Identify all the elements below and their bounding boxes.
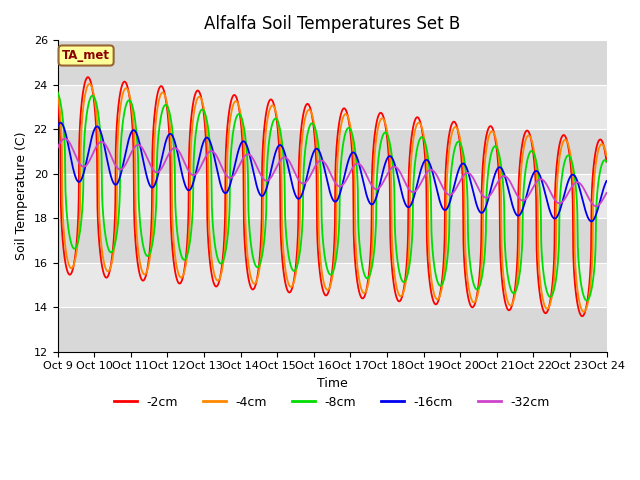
-8cm bbox=[225, 228, 232, 234]
Bar bbox=[58, 40, 607, 84]
Bar bbox=[58, 174, 607, 218]
-2cm bbox=[579, 313, 586, 319]
-2cm bbox=[119, 80, 127, 86]
-2cm bbox=[54, 95, 61, 101]
-8cm bbox=[477, 276, 485, 282]
-2cm bbox=[225, 115, 232, 120]
Line: -8cm: -8cm bbox=[58, 93, 607, 300]
Legend: -2cm, -4cm, -8cm, -16cm, -32cm: -2cm, -4cm, -8cm, -16cm, -32cm bbox=[109, 391, 555, 414]
-32cm bbox=[478, 191, 486, 197]
-8cm bbox=[54, 90, 61, 96]
Bar bbox=[58, 129, 607, 174]
-4cm bbox=[86, 81, 93, 87]
Line: -2cm: -2cm bbox=[58, 77, 607, 316]
Bar bbox=[58, 218, 607, 263]
Line: -16cm: -16cm bbox=[58, 123, 607, 221]
-2cm bbox=[478, 192, 486, 198]
Bar bbox=[58, 263, 607, 307]
-16cm bbox=[478, 210, 486, 216]
-8cm bbox=[120, 114, 127, 120]
-32cm bbox=[603, 190, 611, 196]
X-axis label: Time: Time bbox=[317, 377, 348, 390]
-32cm bbox=[61, 136, 69, 142]
-32cm bbox=[225, 175, 232, 180]
-2cm bbox=[88, 86, 96, 92]
-16cm bbox=[54, 123, 61, 129]
-16cm bbox=[588, 218, 595, 224]
-16cm bbox=[433, 187, 441, 193]
Bar bbox=[58, 0, 607, 40]
-4cm bbox=[119, 91, 127, 96]
-32cm bbox=[119, 165, 127, 171]
-32cm bbox=[120, 164, 127, 170]
Bar bbox=[58, 307, 607, 351]
-16cm bbox=[603, 178, 611, 184]
-4cm bbox=[88, 85, 96, 91]
-32cm bbox=[592, 203, 600, 209]
-8cm bbox=[583, 298, 591, 303]
-4cm bbox=[580, 309, 588, 315]
-8cm bbox=[603, 158, 611, 164]
-8cm bbox=[433, 276, 440, 282]
Line: -4cm: -4cm bbox=[58, 84, 607, 312]
-16cm bbox=[56, 120, 64, 126]
-4cm bbox=[54, 89, 61, 95]
Y-axis label: Soil Temperature (C): Soil Temperature (C) bbox=[15, 132, 28, 260]
-16cm bbox=[225, 187, 232, 192]
-2cm bbox=[84, 74, 92, 80]
-8cm bbox=[88, 93, 96, 98]
-32cm bbox=[54, 145, 61, 151]
-4cm bbox=[225, 135, 232, 141]
-16cm bbox=[119, 162, 127, 168]
Title: Alfalfa Soil Temperatures Set B: Alfalfa Soil Temperatures Set B bbox=[204, 15, 460, 33]
-32cm bbox=[88, 152, 96, 158]
Text: TA_met: TA_met bbox=[62, 49, 110, 62]
Bar bbox=[58, 84, 607, 129]
-16cm bbox=[88, 132, 96, 138]
-4cm bbox=[603, 153, 611, 158]
-2cm bbox=[603, 159, 611, 165]
-4cm bbox=[478, 262, 486, 268]
-8cm bbox=[119, 120, 127, 126]
-16cm bbox=[120, 159, 127, 165]
-4cm bbox=[120, 88, 127, 94]
-2cm bbox=[433, 301, 441, 307]
-4cm bbox=[433, 296, 441, 302]
-32cm bbox=[433, 173, 441, 179]
-2cm bbox=[120, 79, 127, 85]
Line: -32cm: -32cm bbox=[58, 139, 607, 206]
